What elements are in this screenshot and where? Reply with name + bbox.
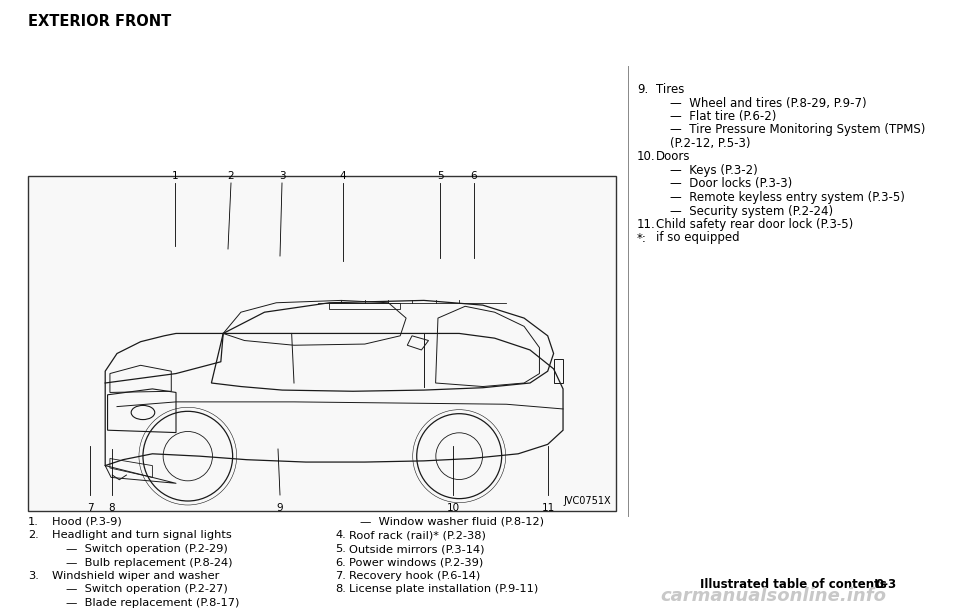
Text: 10: 10 bbox=[446, 503, 460, 513]
Text: Windshield wiper and washer: Windshield wiper and washer bbox=[52, 571, 220, 581]
Text: 10.: 10. bbox=[637, 150, 656, 164]
Text: (P.2-12, P.5-3): (P.2-12, P.5-3) bbox=[670, 137, 751, 150]
Text: 9: 9 bbox=[276, 503, 283, 513]
Text: —  Security system (P.2-24): — Security system (P.2-24) bbox=[670, 205, 833, 218]
Text: 7.: 7. bbox=[335, 571, 346, 581]
Text: 9.: 9. bbox=[637, 83, 648, 96]
Text: 4: 4 bbox=[340, 171, 347, 181]
Text: 7: 7 bbox=[86, 503, 93, 513]
Text: 6: 6 bbox=[470, 171, 477, 181]
Text: —  Switch operation (P.2-27): — Switch operation (P.2-27) bbox=[66, 585, 228, 595]
Text: 5: 5 bbox=[437, 171, 444, 181]
Text: Doors: Doors bbox=[656, 150, 690, 164]
Text: 2.: 2. bbox=[28, 530, 38, 541]
Text: —  Tire Pressure Monitoring System (TPMS): — Tire Pressure Monitoring System (TPMS) bbox=[670, 123, 925, 136]
Text: Power windows (P.2-39): Power windows (P.2-39) bbox=[349, 557, 483, 568]
Text: EXTERIOR FRONT: EXTERIOR FRONT bbox=[28, 14, 171, 29]
Text: —  Blade replacement (P.8-17): — Blade replacement (P.8-17) bbox=[66, 598, 239, 608]
Text: Roof rack (rail)* (P.2-38): Roof rack (rail)* (P.2-38) bbox=[349, 530, 486, 541]
Text: 1: 1 bbox=[172, 171, 179, 181]
Text: —  Switch operation (P.2-29): — Switch operation (P.2-29) bbox=[66, 544, 228, 554]
Text: —  Window washer fluid (P.8-12): — Window washer fluid (P.8-12) bbox=[360, 517, 544, 527]
Text: 1.: 1. bbox=[28, 517, 38, 527]
Text: —  Remote keyless entry system (P.3-5): — Remote keyless entry system (P.3-5) bbox=[670, 191, 905, 204]
Text: 3: 3 bbox=[278, 171, 285, 181]
Text: Outside mirrors (P.3-14): Outside mirrors (P.3-14) bbox=[349, 544, 485, 554]
Text: 8: 8 bbox=[108, 503, 115, 513]
Text: —  Door locks (P.3-3): — Door locks (P.3-3) bbox=[670, 178, 792, 191]
Text: if so equipped: if so equipped bbox=[656, 232, 739, 244]
Text: 2: 2 bbox=[228, 171, 234, 181]
Text: —  Wheel and tires (P.8-29, P.9-7): — Wheel and tires (P.8-29, P.9-7) bbox=[670, 97, 867, 109]
Text: 8.: 8. bbox=[335, 585, 346, 595]
Text: Headlight and turn signal lights: Headlight and turn signal lights bbox=[52, 530, 231, 541]
Text: 11.: 11. bbox=[637, 218, 656, 231]
Bar bbox=[28, 176, 616, 511]
Text: 6.: 6. bbox=[335, 557, 346, 568]
Text: Recovery hook (P.6-14): Recovery hook (P.6-14) bbox=[349, 571, 480, 581]
Text: 3.: 3. bbox=[28, 571, 38, 581]
Text: —  Bulb replacement (P.8-24): — Bulb replacement (P.8-24) bbox=[66, 557, 232, 568]
Text: 5.: 5. bbox=[335, 544, 346, 554]
Text: *:: *: bbox=[637, 232, 647, 244]
Text: Tires: Tires bbox=[656, 83, 684, 96]
Text: 11: 11 bbox=[541, 503, 555, 513]
Text: —  Keys (P.3-2): — Keys (P.3-2) bbox=[670, 164, 757, 177]
Text: Hood (P.3-9): Hood (P.3-9) bbox=[52, 517, 122, 527]
Text: carmanualsonline.info: carmanualsonline.info bbox=[660, 587, 886, 605]
Text: Child safety rear door lock (P.3-5): Child safety rear door lock (P.3-5) bbox=[656, 218, 853, 231]
Text: Illustrated table of contents: Illustrated table of contents bbox=[700, 578, 887, 591]
Text: 4.: 4. bbox=[335, 530, 346, 541]
Text: License plate installation (P.9-11): License plate installation (P.9-11) bbox=[349, 585, 539, 595]
Text: —  Flat tire (P.6-2): — Flat tire (P.6-2) bbox=[670, 110, 777, 123]
Text: 0-3: 0-3 bbox=[876, 578, 898, 591]
Text: JVC0751X: JVC0751X bbox=[564, 496, 611, 506]
